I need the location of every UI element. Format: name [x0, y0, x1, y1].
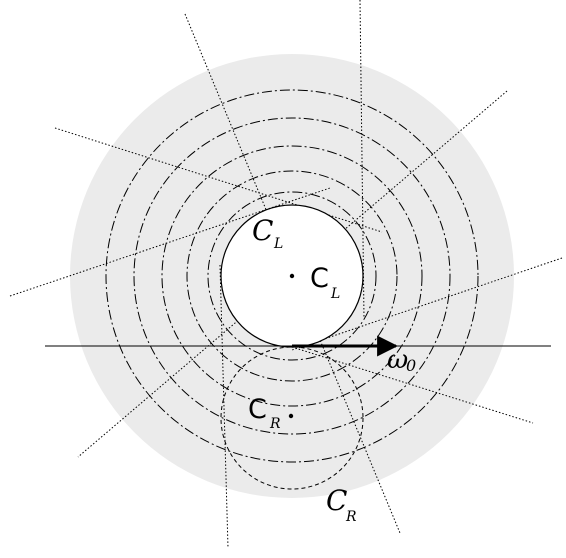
label-roman-cr-sub: R — [269, 416, 281, 432]
label-script-cl-sub: L — [273, 236, 283, 252]
dotted-line-2 — [359, 0, 365, 319]
dotted-line-7 — [291, 346, 534, 424]
dotted-line-5 — [9, 187, 331, 297]
dotted-line-4 — [54, 127, 383, 233]
concentric-circle-5 — [207, 191, 377, 361]
dashed-circle-cr — [220, 346, 364, 490]
label-omega-sub: 0 — [406, 356, 416, 375]
label-script-cl: C — [252, 214, 273, 247]
concentric-dashdot-circles — [105, 89, 479, 463]
concentric-circle-3 — [161, 145, 423, 407]
concentric-circle-4 — [186, 170, 398, 382]
label-roman-cr: C — [248, 394, 267, 425]
label-script-cr-sub: R — [345, 509, 357, 525]
concentric-circle-2 — [133, 117, 451, 435]
label-script-cr: C — [326, 484, 347, 517]
dotted-line-8 — [219, 264, 229, 549]
dotted-line-3 — [77, 90, 508, 458]
label-roman-cl-sub: L — [330, 286, 340, 302]
label-omega: ω — [387, 345, 408, 375]
label-roman-cl: C — [310, 263, 329, 294]
center-point-cr — [288, 413, 294, 419]
concentric-circle-1 — [105, 89, 479, 463]
center-point-cl — [289, 273, 295, 279]
